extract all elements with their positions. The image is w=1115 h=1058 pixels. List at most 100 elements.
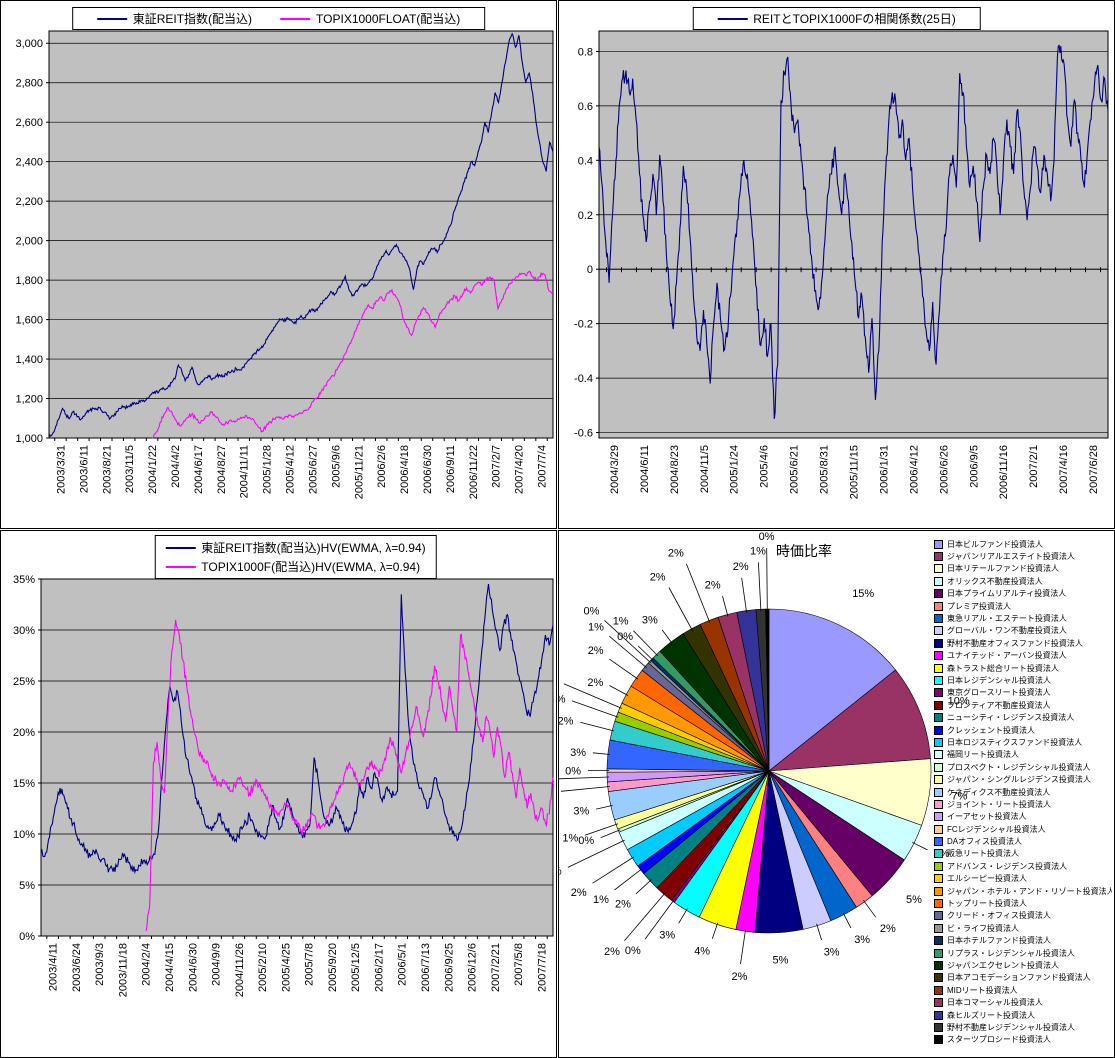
pie-legend-item: 日本ロジスティクスファンド投資法人 bbox=[934, 736, 1112, 748]
y-tick-label: 0.6 bbox=[578, 101, 593, 113]
pie-label-leader bbox=[600, 829, 621, 838]
chart-panel-reit-index[interactable]: 3,000 2,800 2,600 2,400 2,200 2,000 1,800 1,600… bbox=[0, 0, 557, 529]
legend-swatch-icon bbox=[934, 985, 943, 995]
x-axis-label: 2007/2/1 bbox=[1028, 445, 1040, 488]
pie-slice-label: 7% bbox=[951, 790, 967, 802]
legend-swatch-icon bbox=[934, 960, 943, 970]
pie-label-leader bbox=[580, 721, 615, 732]
x-axis-label: 2004/11/11 bbox=[239, 445, 251, 498]
x-axis-label: 2007/7/18 bbox=[536, 943, 548, 992]
legend-label-reit-hv: 東証REIT指数(配当込)HV(EWMA, λ=0.94) bbox=[201, 541, 426, 555]
legend-swatch-icon bbox=[934, 911, 943, 921]
pie-label-leader bbox=[766, 547, 768, 612]
x-axis-label: 2006/2/17 bbox=[373, 943, 385, 992]
x-axis-label: 2003/9/3 bbox=[94, 943, 106, 986]
pie-slice-label: 3% bbox=[824, 947, 840, 959]
y-tick-label: 0.2 bbox=[578, 210, 593, 222]
legend-swatch-icon bbox=[934, 874, 943, 884]
pie-legend-item: 日本プライムリアルティ投資法人 bbox=[934, 588, 1112, 600]
pie-legend-item: 東急リアル・エステート投資法人 bbox=[934, 612, 1112, 624]
pie-label-leader bbox=[560, 786, 610, 792]
pie-legend-item: ニューシティ・レジデンス投資法人 bbox=[934, 711, 1112, 723]
y-tick-label: 1,400 bbox=[15, 354, 43, 366]
pie-legend-label: プロスペクト・レジデンシャル投資法人 bbox=[947, 762, 1091, 772]
pie-legend-label: クレッシェント投資法人 bbox=[947, 725, 1035, 735]
x-axis-label: 2005/9/20 bbox=[327, 943, 339, 992]
pie-slice-label: 2% bbox=[587, 677, 603, 689]
legend-swatch-icon bbox=[934, 899, 943, 909]
pie-label-leader bbox=[863, 899, 877, 918]
legend-swatch-icon bbox=[934, 824, 943, 834]
chart-panel-market-cap-pie[interactable]: 15%10%7%4%5%2%3%3%5%2%4%3%0%2%2%1%2%2%0%… bbox=[558, 530, 1115, 1058]
y-tick-label: 5% bbox=[19, 880, 35, 892]
pie-slice-label: 3% bbox=[659, 929, 675, 941]
pie-slice-label: 3% bbox=[573, 806, 589, 818]
pie-legend-item: 野村不動産レジデンシャル投資法人 bbox=[934, 1021, 1112, 1033]
pie-legend-item: アドバンス・レジデンス投資法人 bbox=[934, 860, 1112, 872]
legend-swatch-icon bbox=[934, 762, 943, 772]
legend-swatch-icon bbox=[934, 799, 943, 809]
pie-legend-item: スターツプロシード投資法人 bbox=[934, 1034, 1112, 1046]
x-axis-label: 2003/4/11 bbox=[48, 943, 60, 991]
pie-slice-label: 1% bbox=[562, 833, 578, 845]
pie-label-leader bbox=[678, 908, 688, 924]
pie-legend-label: 日本プライムリアルティ投資法人 bbox=[947, 589, 1067, 599]
x-axis-label: 2006/5/1 bbox=[397, 943, 409, 986]
y-tick-label: 0.4 bbox=[578, 155, 593, 167]
pie-label-leader bbox=[614, 868, 643, 891]
pie-legend-label: MIDリート投資法人 bbox=[947, 985, 1018, 995]
x-axis-label: 2006/9/5 bbox=[968, 445, 980, 488]
plot-area bbox=[48, 30, 554, 439]
x-axis-label: 2003/8/21 bbox=[101, 445, 113, 494]
correlation-chart-svg: 0.8 0.6 0.4 0.2 0 -0.2 -0.4 -0.6 2004/3/29 2004/6… bbox=[574, 30, 1109, 499]
chart-panel-correlation[interactable]: 0.8 0.6 0.4 0.2 0 -0.2 -0.4 -0.6 2004/3/29 2004/6… bbox=[558, 0, 1115, 529]
legend-swatch-icon bbox=[934, 948, 943, 958]
pie-legend-item: ユナイテッド・アーバン投資法人 bbox=[934, 650, 1112, 662]
x-axis-label: 2006/6/30 bbox=[422, 445, 434, 494]
legend-swatch-icon bbox=[934, 614, 943, 624]
legend-swatch-icon bbox=[934, 663, 943, 673]
pie-chart-title: 時価比率 bbox=[776, 543, 832, 559]
y-tick-label: 2,200 bbox=[15, 196, 43, 208]
pie-label-leader bbox=[912, 841, 928, 851]
x-axis-label: 2007/6/28 bbox=[1088, 445, 1100, 494]
legend-reit-index: 東証REIT指数(配当込) TOPIX1000FLOAT(配当込) bbox=[71, 7, 486, 30]
pie-slice-label: 2% bbox=[559, 716, 574, 728]
pie-slice-label: 0% bbox=[565, 765, 581, 777]
pie-legend-label: エルシーピー投資法人 bbox=[947, 874, 1027, 884]
pie-slice-label: 10% bbox=[948, 696, 970, 708]
legend-volatility: 東証REIT指数(配当込)HV(EWMA, λ=0.94) TOPIX1000F… bbox=[154, 535, 437, 579]
x-axis-label: 2006/4/12 bbox=[908, 445, 920, 494]
pie-legend-label: ビ・ライフ投資法人 bbox=[947, 923, 1019, 933]
series-line bbox=[598, 44, 1109, 419]
pie-legend-item: 野村不動産オフィスファンド投資法人 bbox=[934, 637, 1112, 649]
y-tick-label: 2,800 bbox=[15, 78, 43, 90]
x-axis-label: 2006/9/25 bbox=[443, 943, 455, 992]
pie-slice bbox=[768, 669, 931, 772]
y-tick-label: 0.8 bbox=[578, 46, 593, 58]
pie-legend-item: クレッシェント投資法人 bbox=[934, 724, 1112, 736]
pie-legend-item: ジャパン・シングルレジデンス投資法人 bbox=[934, 773, 1112, 785]
legend-swatch-icon bbox=[934, 861, 943, 871]
pie-legend-label: グローバル・ワン不動産投資法人 bbox=[947, 626, 1067, 636]
pie-legend-label: 日本コマーシャル投資法人 bbox=[947, 998, 1043, 1008]
legend-swatch-icon bbox=[934, 638, 943, 648]
pie-label-leader bbox=[741, 577, 747, 613]
pie-legend-item: リプラス・レジデンシャル投資法人 bbox=[934, 947, 1112, 959]
legend-swatch-icon bbox=[934, 737, 943, 747]
x-axis-label: 2004/6/11 bbox=[639, 445, 651, 493]
pie-legend-label: ジャパンリアルエステイト投資法人 bbox=[947, 552, 1075, 562]
pie-slice-label: 2% bbox=[604, 946, 620, 958]
pie-legend-item: 阪急リート投資法人 bbox=[934, 848, 1112, 860]
y-tick-label: -0.4 bbox=[574, 373, 593, 385]
pie-legend-item: 東京グロースリート投資法人 bbox=[934, 687, 1112, 699]
chart-panel-volatility[interactable]: 35% 30% 25% 20% 15% 10% 5% 0% 2003/4/11 2003/6/24… bbox=[0, 530, 557, 1058]
pie-slice-label: 0% bbox=[617, 631, 633, 643]
legend-swatch-icon bbox=[934, 936, 943, 946]
legend-entry: 東証REIT指数(配当込)HV(EWMA, λ=0.94) bbox=[165, 539, 426, 556]
x-axis-label: 2005/9/6 bbox=[330, 445, 342, 488]
pie-label-leader bbox=[609, 635, 647, 669]
legend-swatch-icon bbox=[934, 1022, 943, 1032]
y-tick-label: 20% bbox=[13, 727, 35, 739]
legend-label-correlation: REITとTOPIX1000Fの相関係数(25日) bbox=[753, 12, 956, 26]
